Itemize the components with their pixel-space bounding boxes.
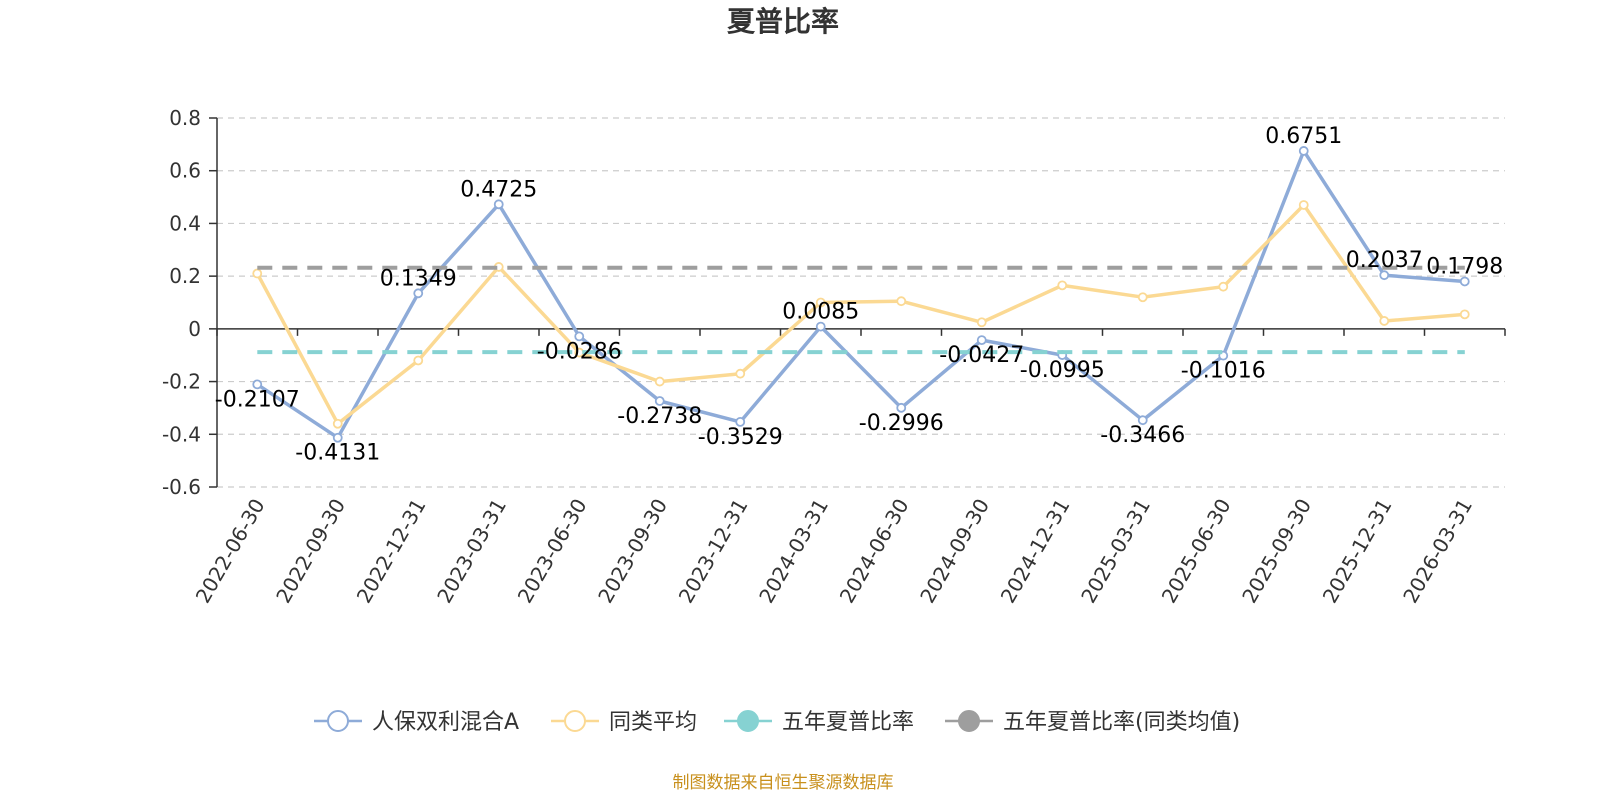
data-label: -0.3529: [698, 425, 783, 450]
data-point[interactable]: [1218, 281, 1229, 292]
data-label: -0.0286: [537, 339, 622, 364]
data-point[interactable]: [1057, 280, 1068, 291]
data-label: 0.1349: [380, 266, 457, 291]
y-tick-label: 0.8: [169, 106, 201, 130]
data-point[interactable]: [1298, 200, 1309, 210]
data-labels: -0.2107 -0.4131 0.1349 0.4725 -0.0286 -0.2738…: [215, 124, 1503, 466]
x-tick-label: 2024-03-31: [754, 495, 833, 608]
legend-marker: [327, 710, 349, 732]
data-label: 0.4725: [460, 177, 537, 202]
data-label: -0.0427: [939, 343, 1024, 368]
x-tick-label: 2022-06-30: [191, 495, 270, 608]
y-tick-label: -0.2: [162, 370, 201, 394]
legend[interactable]: 人保双利混合A 同类平均 五年夏普比率 五年夏普比率(同类均值): [314, 710, 1240, 735]
x-tick-label: 2023-09-30: [593, 495, 672, 608]
data-point[interactable]: [1459, 309, 1470, 320]
data-point[interactable]: [252, 268, 263, 279]
data-point[interactable]: [1379, 270, 1390, 281]
series-line-0: [256, 149, 1465, 440]
data-point[interactable]: [976, 317, 987, 328]
x-tick-label: 2025-12-31: [1318, 495, 1397, 608]
data-point[interactable]: [1137, 415, 1148, 426]
data-point[interactable]: [896, 402, 907, 413]
data-label: -0.3466: [1100, 423, 1185, 448]
data-point[interactable]: [1379, 316, 1390, 326]
legend-marker: [737, 710, 759, 732]
data-point[interactable]: [1137, 292, 1148, 303]
data-label: 0.2037: [1346, 248, 1423, 273]
x-tick-label: 2022-09-30: [271, 495, 350, 608]
legend-marker: [564, 710, 586, 732]
x-tick-label: 2022-12-31: [352, 495, 431, 608]
x-tick-label: 2023-12-31: [674, 495, 753, 608]
data-label: -0.0995: [1020, 358, 1105, 383]
data-point[interactable]: [413, 355, 424, 366]
x-tick-label: 2023-03-31: [432, 495, 511, 608]
y-tick-label: 0.2: [169, 264, 201, 288]
data-label: -0.2996: [859, 411, 944, 436]
legend-label: 人保双利混合A: [372, 710, 519, 735]
legend-item-3[interactable]: 五年夏普比率(同类均值): [945, 710, 1240, 735]
data-point[interactable]: [1298, 146, 1309, 156]
data-point[interactable]: [815, 297, 826, 308]
legend-item-1[interactable]: 同类平均: [551, 710, 697, 735]
y-tick-label: 0.4: [169, 211, 201, 235]
x-tick-label: 2024-12-31: [996, 495, 1075, 608]
data-point[interactable]: [574, 331, 585, 342]
y-tick-label: -0.6: [162, 475, 201, 499]
data-label: 0.1798: [1426, 254, 1503, 279]
legend-item-2[interactable]: 五年夏普比率: [724, 710, 914, 735]
source-footnote: 制图数据来自恒生聚源数据库: [673, 773, 894, 793]
x-tick-label: 2025-09-30: [1237, 495, 1316, 608]
x-tick-label: 2024-09-30: [915, 495, 994, 608]
data-point[interactable]: [815, 321, 826, 332]
data-label: 0.0085: [782, 300, 859, 325]
data-label: 0.6751: [1265, 124, 1342, 149]
data-point[interactable]: [735, 416, 746, 427]
data-label: -0.2738: [617, 404, 702, 429]
legend-marker: [958, 710, 980, 732]
data-point[interactable]: [332, 418, 343, 429]
legend-label: 同类平均: [609, 710, 697, 735]
data-point[interactable]: [976, 335, 987, 346]
data-point[interactable]: [332, 432, 343, 443]
data-point[interactable]: [896, 296, 907, 307]
data-point[interactable]: [413, 288, 424, 299]
x-tick-label: 2025-06-30: [1157, 495, 1236, 608]
x-tick-label: 2025-03-31: [1076, 495, 1155, 608]
legend-label: 五年夏普比率(同类均值): [1003, 710, 1240, 735]
data-point[interactable]: [654, 376, 665, 387]
chart-title: 夏普比率: [727, 5, 839, 38]
data-point[interactable]: [654, 396, 665, 406]
data-label: -0.2107: [215, 387, 300, 412]
y-tick-label: 0: [188, 317, 201, 341]
data-label: -0.4131: [295, 441, 380, 466]
y-tick-label: 0.6: [169, 159, 201, 183]
series-lines: [252, 146, 1470, 443]
legend-item-0[interactable]: 人保双利混合A: [314, 710, 519, 735]
x-tick-label: 2026-03-31: [1398, 495, 1477, 608]
data-point[interactable]: [493, 199, 504, 210]
data-label: -0.1016: [1181, 359, 1266, 384]
data-point[interactable]: [1459, 276, 1470, 287]
data-point[interactable]: [252, 379, 263, 390]
data-point[interactable]: [735, 368, 746, 379]
x-tick-label: 2023-06-30: [513, 495, 592, 608]
y-tick-label: -0.4: [162, 422, 201, 446]
legend-label: 五年夏普比率: [782, 710, 914, 735]
x-tick-label: 2024-06-30: [835, 495, 914, 608]
series-line-1: [255, 203, 1465, 426]
